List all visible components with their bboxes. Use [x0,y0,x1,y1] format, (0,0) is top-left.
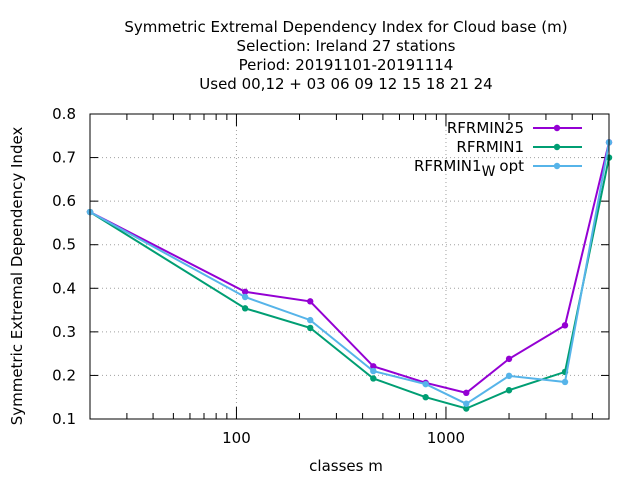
series-line [89,157,610,410]
series-3 [86,139,613,407]
data-point [422,394,429,401]
title-line-1: Symmetric Extremal Dependency Index for … [124,18,567,36]
chart-title: Symmetric Extremal Dependency Index for … [124,18,567,93]
data-point [307,324,314,332]
y-tick-labels: 0.1 0.2 0.3 0.4 0.5 0.6 0.7 0.8 [52,105,76,428]
y-tick-label: 0.4 [52,279,76,297]
y-axis-label: Symmetric Extremal Dependency Index [8,127,26,426]
x-tick-label: 100 [222,429,251,447]
data-point [463,405,470,412]
data-point [370,375,377,382]
title-line-2: Selection: Ireland 27 stations [237,37,456,55]
y-tick-label: 0.8 [52,105,76,123]
data-point [561,378,569,386]
data-point [370,367,377,375]
series [86,139,613,412]
data-point [422,380,429,388]
series-1 [86,139,613,397]
data-point [241,305,249,312]
series-2 [86,154,613,412]
legend-marker [553,143,561,151]
y-tick-label: 0.5 [52,236,76,254]
y-tick-label: 0.3 [52,323,76,341]
series-line [89,142,610,405]
data-point [307,298,314,305]
legend-label-base: RFRMIN1 [414,157,482,175]
legend-label-suffix: opt [499,157,524,175]
y-tick-label: 0.6 [52,192,76,210]
data-point [370,363,377,370]
legend-label: RFRMIN1 [456,138,524,156]
legend-marker [553,124,561,132]
legend-label-subscript: W [482,164,496,180]
data-point [241,288,249,295]
legend-label: RFRMIN25 [447,119,524,137]
title-line-4: Used 00,12 + 03 06 09 12 15 18 21 24 [199,75,492,93]
legend-entry: RFRMIN25 [447,119,582,137]
x-tick-label: 1000 [427,429,465,447]
data-point [463,389,470,397]
grid [90,114,609,419]
y-tick-label: 0.7 [52,149,76,167]
data-point [505,372,513,380]
ticks [90,113,609,420]
legend: RFRMIN25 RFRMIN1 RFRMIN1W opt [414,119,582,180]
legend-label: RFRMIN1W opt [414,157,524,180]
legend-entry: RFRMIN1 [456,138,582,156]
data-point [241,293,249,301]
data-point [505,355,513,363]
y-tick-label: 0.1 [52,410,76,428]
x-axis-label: classes m [309,457,383,475]
plot-frame [89,113,610,420]
data-point [505,387,513,394]
x-tick-labels: 100 1000 [222,429,465,447]
data-point [307,316,314,324]
legend-marker [553,162,561,170]
series-line [89,142,610,394]
title-line-3: Period: 20191101-20191114 [239,56,454,74]
data-point [463,400,470,407]
legend-entry: RFRMIN1W opt [414,157,582,180]
y-tick-label: 0.2 [52,366,76,384]
data-point [561,322,569,329]
